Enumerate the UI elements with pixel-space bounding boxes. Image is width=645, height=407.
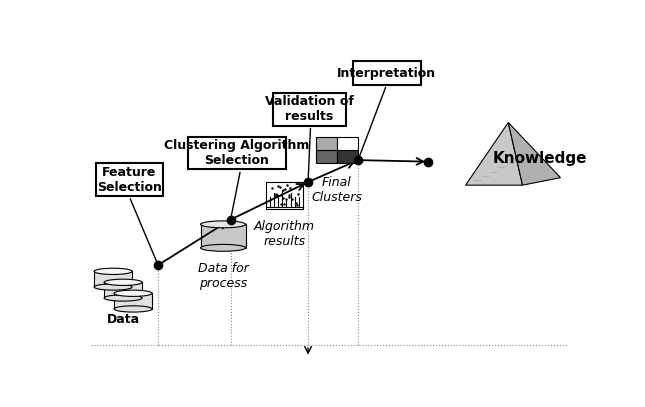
Ellipse shape (201, 244, 246, 251)
Ellipse shape (94, 268, 132, 274)
Text: Data: Data (106, 313, 140, 326)
Ellipse shape (114, 290, 152, 296)
Text: Interpretation: Interpretation (337, 67, 437, 80)
Bar (201, 224, 246, 248)
Text: Clustering Algorithm
Selection: Clustering Algorithm Selection (164, 139, 310, 167)
Polygon shape (466, 123, 522, 185)
Ellipse shape (104, 279, 142, 285)
Ellipse shape (104, 295, 142, 301)
Bar (114, 293, 152, 309)
Bar (266, 182, 303, 209)
Text: Final
Clusters: Final Clusters (311, 176, 362, 204)
Bar (104, 282, 142, 298)
Bar (94, 271, 132, 287)
FancyBboxPatch shape (273, 93, 346, 126)
Bar (337, 137, 357, 150)
Text: Feature
Selection: Feature Selection (97, 166, 162, 194)
Text: Validation of
results: Validation of results (265, 95, 353, 123)
Ellipse shape (94, 284, 132, 290)
Text: Knowledge: Knowledge (493, 151, 588, 166)
Polygon shape (508, 123, 561, 185)
FancyBboxPatch shape (95, 163, 163, 196)
Bar (315, 150, 337, 163)
Text: Data for
process: Data for process (197, 262, 248, 290)
Ellipse shape (201, 221, 246, 228)
FancyBboxPatch shape (188, 137, 286, 169)
Bar (337, 150, 357, 163)
Ellipse shape (114, 306, 152, 312)
Bar (315, 137, 337, 150)
FancyBboxPatch shape (353, 61, 421, 85)
Text: Algorithm
results: Algorithm results (254, 220, 315, 247)
